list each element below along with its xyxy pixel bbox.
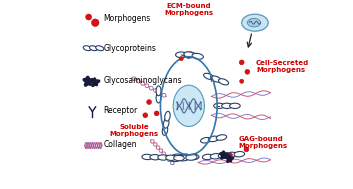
Ellipse shape: [89, 46, 97, 51]
Circle shape: [154, 111, 159, 116]
Ellipse shape: [186, 155, 197, 160]
Ellipse shape: [234, 152, 245, 157]
Ellipse shape: [219, 79, 229, 85]
Ellipse shape: [184, 52, 195, 58]
Ellipse shape: [166, 155, 176, 160]
Text: Soluble
Morphogens: Soluble Morphogens: [109, 124, 158, 137]
Ellipse shape: [201, 137, 211, 143]
Ellipse shape: [222, 103, 232, 108]
Ellipse shape: [226, 152, 237, 158]
Text: Receptor: Receptor: [104, 106, 138, 115]
Ellipse shape: [150, 155, 160, 160]
Ellipse shape: [229, 103, 240, 108]
Text: GAG-bound
Morphogens: GAG-bound Morphogens: [239, 136, 288, 149]
Circle shape: [146, 100, 151, 105]
Text: ECM-bound
Morphogens: ECM-bound Morphogens: [164, 3, 213, 16]
Circle shape: [143, 113, 148, 118]
Ellipse shape: [184, 52, 195, 58]
Circle shape: [239, 60, 244, 65]
Polygon shape: [226, 155, 233, 162]
Ellipse shape: [83, 46, 91, 51]
Ellipse shape: [172, 154, 183, 160]
Text: Glycoproteins: Glycoproteins: [104, 44, 157, 53]
Ellipse shape: [163, 119, 169, 128]
Ellipse shape: [216, 135, 227, 140]
Ellipse shape: [156, 86, 161, 96]
Ellipse shape: [162, 125, 168, 135]
Ellipse shape: [158, 155, 168, 160]
Ellipse shape: [204, 73, 214, 79]
Ellipse shape: [242, 14, 268, 31]
Ellipse shape: [218, 153, 229, 158]
Ellipse shape: [247, 19, 261, 27]
Ellipse shape: [96, 46, 104, 51]
Circle shape: [245, 69, 250, 74]
Ellipse shape: [188, 154, 199, 160]
Ellipse shape: [211, 76, 221, 82]
Polygon shape: [83, 76, 94, 86]
Ellipse shape: [165, 111, 170, 121]
Ellipse shape: [142, 154, 152, 160]
Circle shape: [85, 14, 92, 20]
Polygon shape: [220, 151, 228, 159]
Circle shape: [244, 147, 249, 152]
Ellipse shape: [175, 52, 187, 58]
Ellipse shape: [170, 156, 181, 162]
Circle shape: [228, 153, 232, 157]
Ellipse shape: [208, 136, 219, 142]
Ellipse shape: [178, 155, 189, 161]
Text: Cell-Secreted
Morphogens: Cell-Secreted Morphogens: [256, 60, 309, 74]
Ellipse shape: [202, 154, 213, 160]
Text: Morphogens: Morphogens: [104, 14, 151, 23]
Ellipse shape: [210, 154, 221, 159]
Ellipse shape: [180, 154, 191, 160]
Ellipse shape: [192, 53, 203, 59]
Circle shape: [91, 19, 99, 26]
Text: Collagen: Collagen: [104, 140, 137, 149]
Text: Glycosaminoglycans: Glycosaminoglycans: [104, 76, 183, 85]
Circle shape: [240, 79, 244, 83]
Ellipse shape: [156, 93, 161, 103]
Ellipse shape: [173, 85, 204, 126]
Polygon shape: [91, 78, 100, 86]
Ellipse shape: [174, 155, 184, 161]
Circle shape: [179, 57, 183, 61]
Ellipse shape: [214, 103, 224, 108]
